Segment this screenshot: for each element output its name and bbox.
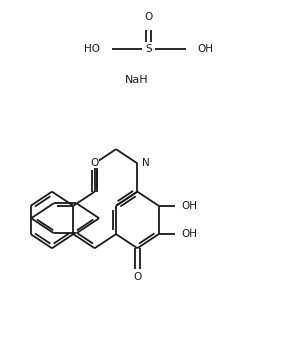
Text: O: O	[133, 272, 141, 282]
Text: NaH: NaH	[125, 75, 148, 85]
Text: O: O	[91, 158, 99, 168]
Text: O: O	[144, 12, 153, 23]
Text: S: S	[145, 44, 152, 55]
Text: OH: OH	[181, 201, 198, 211]
Text: OH: OH	[197, 44, 213, 55]
Text: N: N	[142, 158, 149, 168]
Text: OH: OH	[181, 229, 198, 239]
Text: HO: HO	[84, 44, 100, 55]
